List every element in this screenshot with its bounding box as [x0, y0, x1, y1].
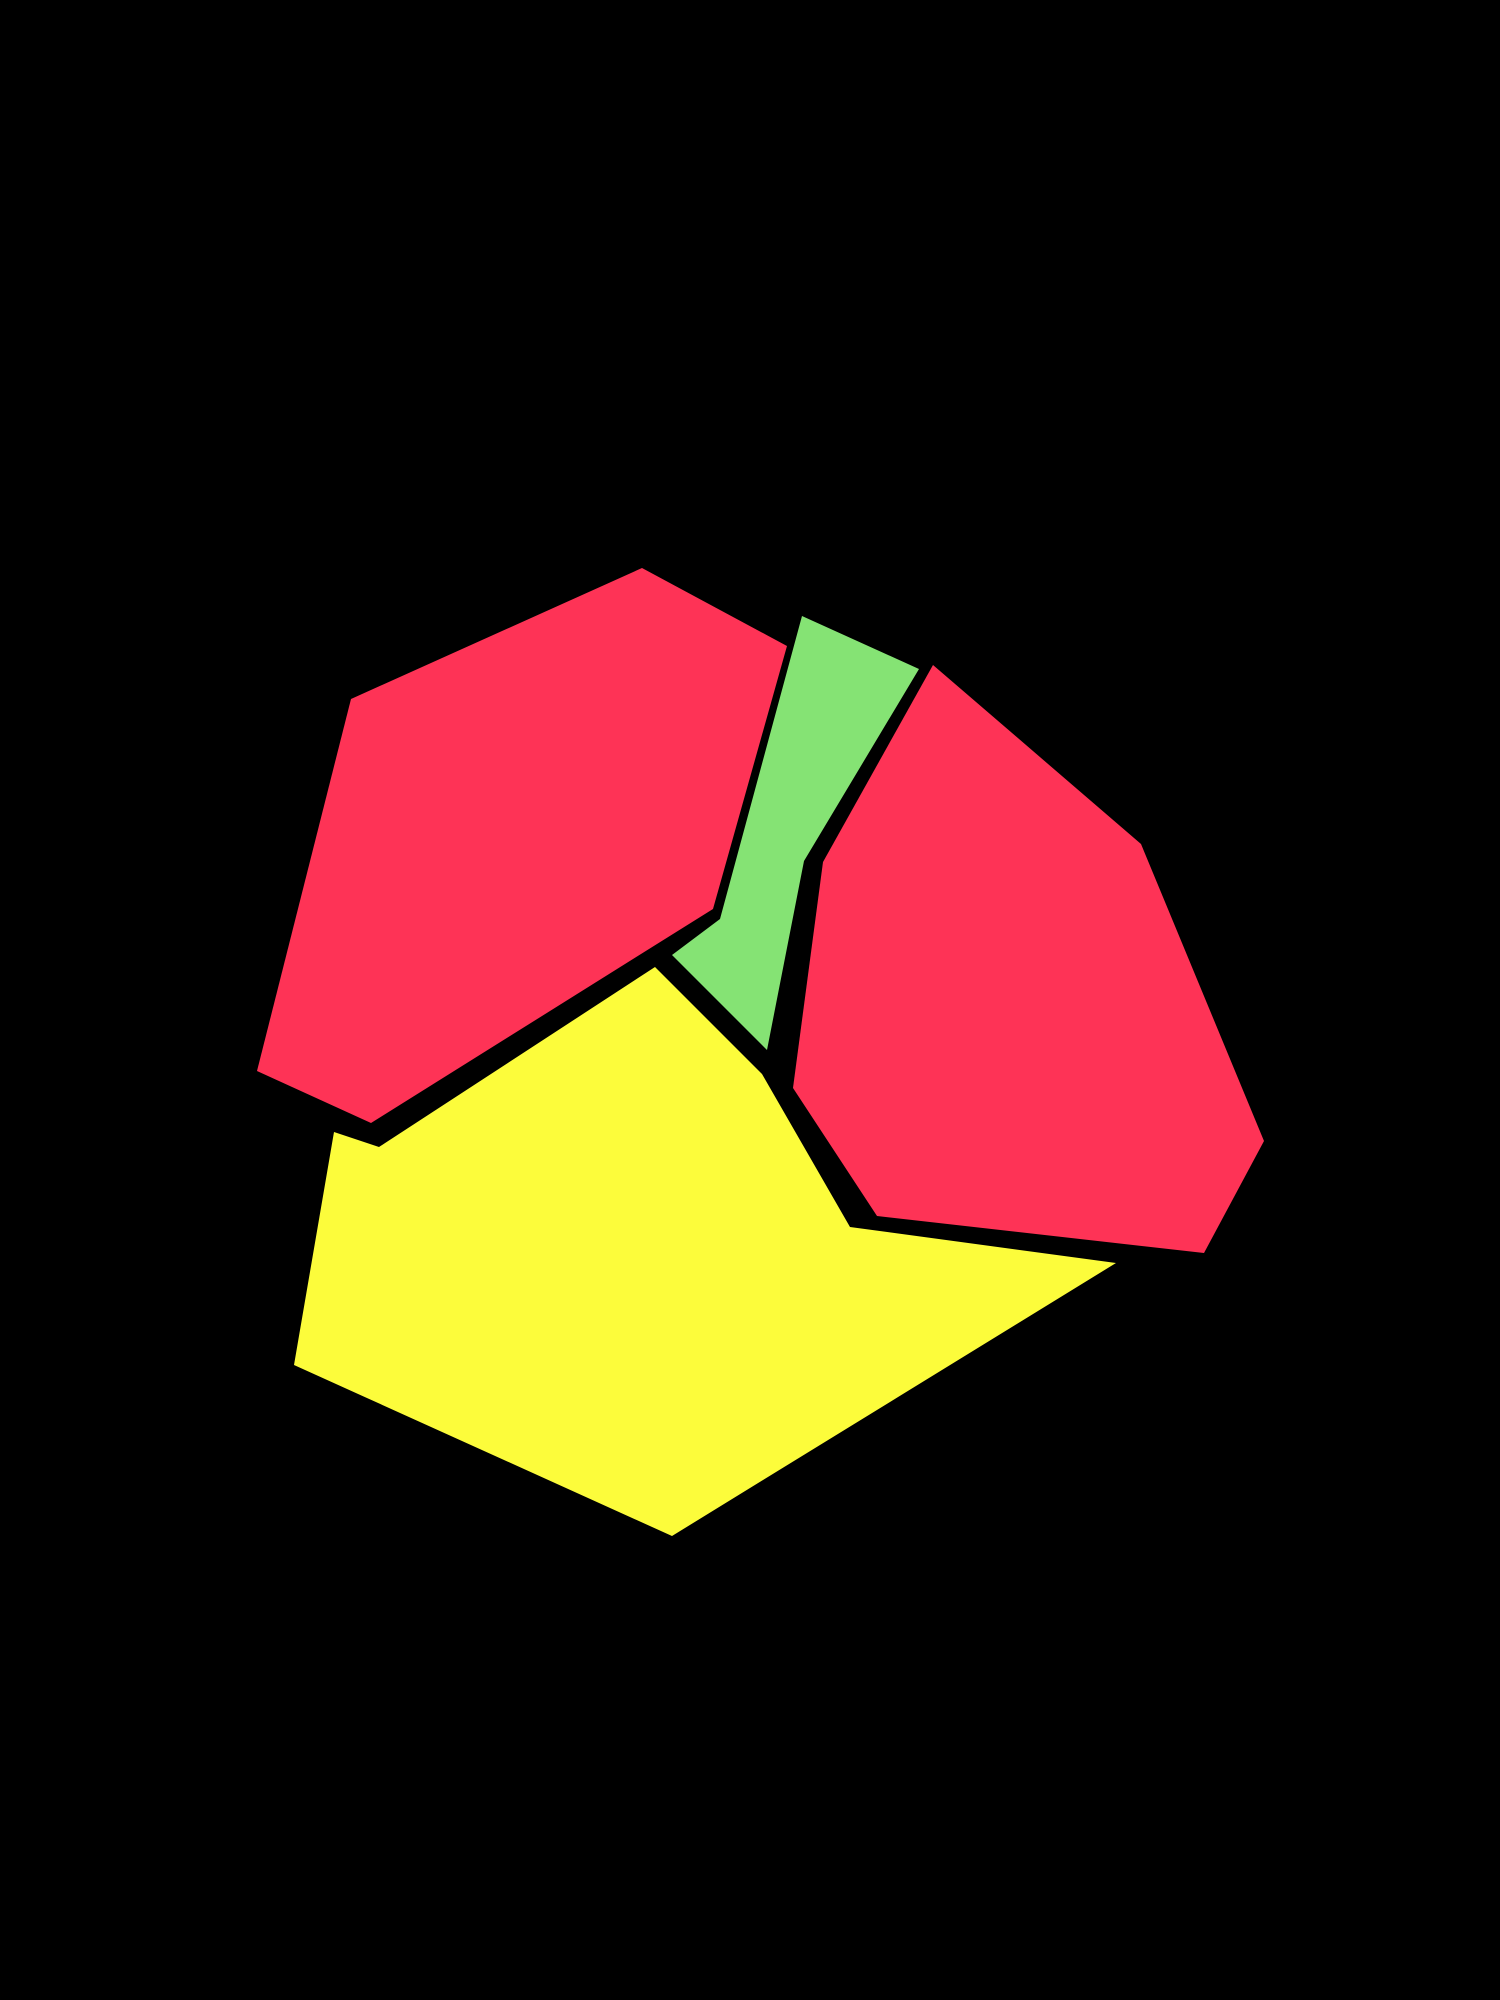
- red-heptagon-right: [793, 665, 1264, 1253]
- green-sliver: [672, 616, 919, 1050]
- red-hexagon-left: [257, 568, 787, 1123]
- yellow-polygon-bottom: [294, 967, 1116, 1536]
